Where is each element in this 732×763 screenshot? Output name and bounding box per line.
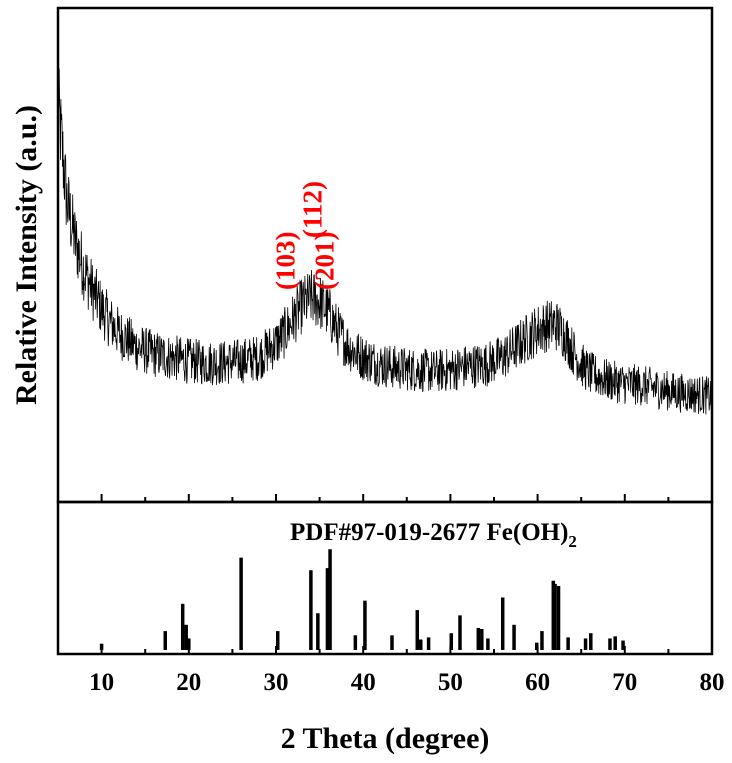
peak-label: (201) xyxy=(310,232,340,290)
x-tick-label: 20 xyxy=(176,669,201,696)
reference-bars xyxy=(99,549,625,650)
pattern-frame xyxy=(56,6,714,504)
x-tick-label: 50 xyxy=(438,669,463,696)
xrd-pattern-line xyxy=(57,68,713,415)
y-axis-title: Relative Intensity (a.u.) xyxy=(10,105,43,405)
x-tick-label: 10 xyxy=(89,669,114,696)
peak-label: (112) xyxy=(297,181,327,238)
x-tick-label: 40 xyxy=(351,669,376,696)
reference-title: PDF#97-019-2677 Fe(OH)2 xyxy=(290,519,577,551)
x-tick-labels: 10 20 30 40 50 60 70 80 xyxy=(89,669,724,696)
pattern-panel: (103)(112)(201) xyxy=(56,6,714,504)
x-tick-label: 80 xyxy=(700,669,725,696)
bottom-axis-ticks xyxy=(100,646,713,654)
reference-frame xyxy=(56,500,714,656)
x-tick-label: 30 xyxy=(264,669,289,696)
reference-title-subscript: 2 xyxy=(568,532,577,551)
reference-panel: PDF#97-019-2677 Fe(OH)2 10 20 30 40 50 60 70 80 xyxy=(56,500,725,696)
peak-labels: (103)(112)(201) xyxy=(270,181,339,290)
reference-title-text: PDF#97-019-2677 Fe(OH) xyxy=(290,519,568,546)
x-tick-label: 70 xyxy=(612,669,637,696)
x-tick-label: 60 xyxy=(525,669,550,696)
peak-label: (103) xyxy=(270,232,300,290)
x-axis-title: 2 Theta (degree) xyxy=(281,722,490,755)
